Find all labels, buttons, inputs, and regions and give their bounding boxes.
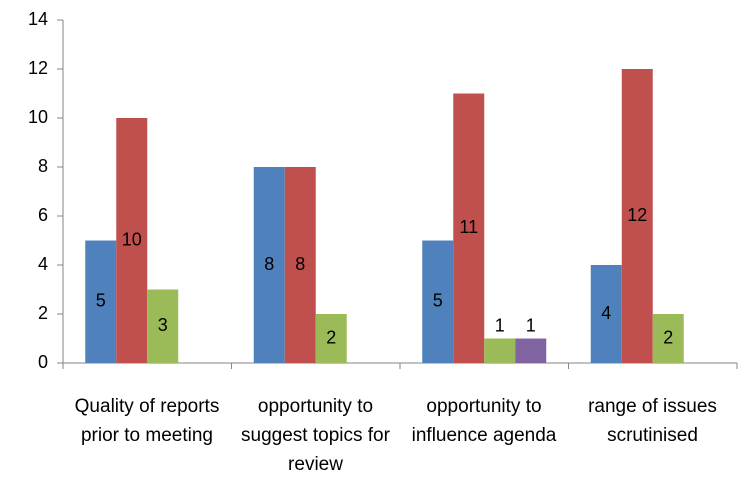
bar	[590, 265, 622, 363]
y-tick-label: 4	[38, 254, 48, 274]
bar	[147, 289, 179, 363]
x-tick-label: opportunity to suggest topics for review	[241, 396, 390, 475]
data-label: 12	[627, 205, 647, 225]
bar	[253, 167, 285, 363]
y-tick-label: 6	[38, 205, 48, 225]
bar	[315, 314, 347, 363]
data-label: 5	[96, 291, 106, 311]
x-tick-label: opportunity to influence agenda	[411, 396, 557, 446]
data-label: 11	[459, 217, 478, 237]
bar	[284, 167, 316, 363]
y-tick-label: 12	[28, 58, 48, 78]
data-label: 8	[295, 254, 305, 274]
x-tick-label: Quality of reports prior to meeting	[74, 396, 220, 446]
bar	[621, 69, 653, 363]
data-label: 4	[601, 303, 611, 323]
bar	[453, 93, 485, 363]
y-tick-label: 10	[28, 107, 48, 127]
bar	[484, 338, 516, 363]
y-tick-label: 2	[38, 303, 48, 323]
data-label: 10	[122, 229, 142, 249]
bar	[116, 118, 148, 363]
y-tick-label: 14	[28, 9, 48, 29]
bar	[422, 240, 454, 363]
data-label: 5	[433, 291, 443, 311]
data-label: 2	[663, 327, 673, 347]
data-label: 1	[526, 315, 536, 335]
y-tick-label: 8	[38, 156, 48, 176]
data-label: 8	[264, 254, 274, 274]
data-label: 3	[158, 315, 168, 335]
y-tick-label: 0	[38, 352, 48, 372]
bar	[652, 314, 684, 363]
bar	[515, 338, 547, 363]
x-tick-label: range of issues scrutinised	[588, 396, 717, 446]
bar	[85, 240, 117, 363]
data-label: 2	[326, 327, 336, 347]
data-label: 1	[495, 315, 505, 335]
